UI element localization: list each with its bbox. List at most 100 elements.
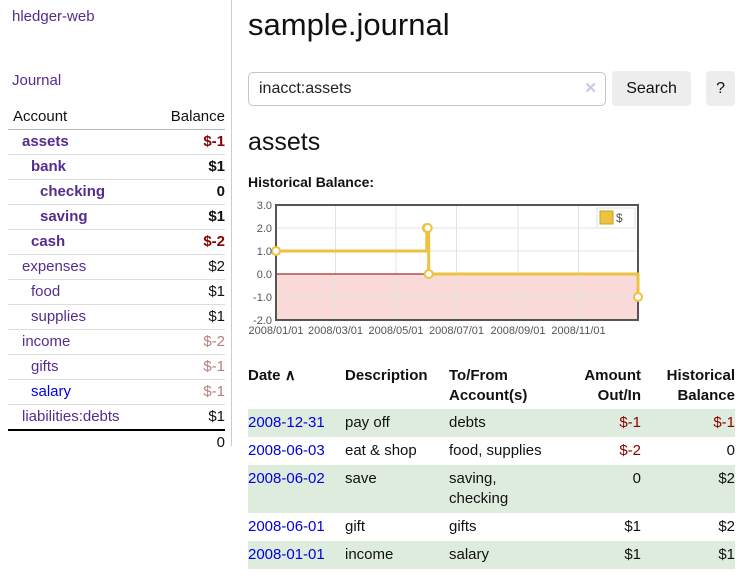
- description-cell: income: [345, 546, 394, 563]
- register-row: 2008-06-01 gift gifts $1 $2: [248, 513, 735, 541]
- account-column-header: Account: [8, 105, 155, 130]
- balance-cell: $-1: [713, 414, 735, 431]
- description-cell: gift: [345, 518, 366, 535]
- accounts-column-header: To/From Account(s): [449, 367, 528, 404]
- account-row: supplies $1: [8, 304, 225, 330]
- account-link[interactable]: gifts: [31, 358, 59, 375]
- sort-ascending-icon: ∧: [284, 367, 296, 384]
- account-link[interactable]: expenses: [22, 258, 87, 275]
- balance-cell: $2: [718, 470, 735, 487]
- balance-cell: $2: [718, 518, 735, 535]
- search-input[interactable]: [248, 71, 606, 106]
- register-row: 2008-01-01 income salary $1 $1: [248, 541, 735, 569]
- account-heading: assets: [248, 128, 321, 156]
- total-label-cell: [8, 429, 155, 455]
- account-cell: saving: [8, 204, 155, 230]
- accounts-cell: gifts: [449, 518, 477, 535]
- account-cell: gifts: [8, 354, 155, 380]
- legend-swatch: [599, 210, 614, 225]
- accounts-cell: salary: [449, 546, 490, 563]
- account-balance: $-1: [154, 379, 225, 405]
- amount-cell: $1: [624, 518, 641, 535]
- x-tick-label: 2008/09/01: [490, 325, 545, 337]
- date-cell: 2008-06-03: [248, 437, 345, 465]
- account-link[interactable]: saving: [40, 208, 88, 225]
- account-row: liabilities:debts $1: [8, 404, 225, 430]
- page-title: sample.journal: [248, 7, 450, 42]
- register-header-row: Date ∧ Description To/From Account(s) Am…: [248, 363, 735, 409]
- account-balance: $2: [154, 254, 225, 280]
- date-link[interactable]: 2008-01-01: [248, 546, 325, 563]
- date-link[interactable]: 2008-06-03: [248, 442, 325, 459]
- account-balance: $-2: [154, 229, 225, 255]
- account-link[interactable]: assets: [22, 133, 69, 150]
- app-title-link[interactable]: hledger-web: [12, 8, 95, 25]
- legend-label: $: [616, 211, 623, 225]
- data-point: [633, 292, 643, 302]
- amount-cell: $-1: [619, 414, 641, 431]
- account-row: bank $1: [8, 154, 225, 180]
- accounts-cell: debts: [449, 414, 486, 431]
- chart-label: Historical Balance:: [248, 174, 375, 190]
- chart-legend: $: [596, 207, 636, 229]
- balance-column-header: Balance: [154, 105, 225, 130]
- total-balance: 0: [154, 429, 225, 455]
- account-balance: 0: [154, 179, 225, 205]
- date-link[interactable]: 2008-06-01: [248, 518, 325, 535]
- account-row: salary $-1: [8, 379, 225, 405]
- account-cell: bank: [8, 154, 155, 180]
- account-link[interactable]: cash: [31, 233, 66, 250]
- x-tick-label: 2008/11/01: [551, 325, 605, 337]
- account-link[interactable]: salary: [31, 383, 72, 400]
- description-column-header: Description: [345, 367, 428, 384]
- search-button[interactable]: Search: [611, 71, 692, 106]
- account-balance: $-1: [154, 354, 225, 380]
- y-tick-label: 0.0: [257, 269, 272, 281]
- amount-cell: 0: [632, 470, 641, 487]
- data-point: [422, 223, 433, 233]
- account-row: gifts $-1: [8, 354, 225, 380]
- date-column-header[interactable]: Date ∧: [248, 363, 345, 409]
- account-balance: $1: [154, 154, 225, 180]
- date-cell: 2008-06-01: [248, 513, 345, 541]
- data-point: [271, 246, 281, 256]
- account-cell: assets: [8, 130, 154, 155]
- amount-cell: $1: [624, 546, 641, 563]
- account-cell: supplies: [8, 304, 155, 330]
- account-row: food $1: [8, 279, 225, 305]
- balance-column-header-register: Historical Balance: [666, 367, 735, 404]
- account-link[interactable]: checking: [40, 183, 106, 200]
- description-cell: eat & shop: [345, 442, 417, 459]
- sidebar: hledger-web Journal Account Balance asse…: [0, 0, 232, 455]
- register-table: Date ∧ Description To/From Account(s) Am…: [248, 363, 735, 569]
- y-tick-label: 2.0: [257, 223, 272, 235]
- date-cell: 2008-06-02: [248, 465, 345, 513]
- account-link[interactable]: liabilities:debts: [22, 408, 120, 425]
- account-cell: liabilities:debts: [8, 404, 155, 430]
- account-link[interactable]: income: [22, 333, 71, 350]
- search-form: ✕ Search ?: [248, 71, 735, 106]
- account-balance: $1: [154, 304, 225, 330]
- account-link[interactable]: food: [31, 283, 61, 300]
- y-tick-label: -1.0: [253, 292, 272, 304]
- clear-search-icon[interactable]: ✕: [584, 79, 597, 97]
- sidebar-item-journal[interactable]: Journal: [12, 72, 62, 89]
- description-cell: save: [345, 470, 377, 487]
- account-link[interactable]: bank: [31, 158, 67, 175]
- account-balance-table: Account Balance assets $-1 bank $1 checking 0…: [8, 105, 225, 455]
- x-tick-label: 2008/03/01: [308, 325, 363, 337]
- account-link[interactable]: supplies: [31, 308, 87, 325]
- amount-cell: $-2: [619, 442, 641, 459]
- account-cell: checking: [8, 179, 155, 205]
- help-button[interactable]: ?: [706, 71, 735, 106]
- x-tick-label: 2008/07/01: [429, 325, 484, 337]
- description-cell: pay off: [345, 414, 390, 431]
- accounts-cell: food, supplies: [449, 442, 542, 459]
- account-cell: cash: [8, 229, 155, 255]
- main-content: sample.journal ✕ Search ? assets Histori…: [248, 0, 735, 569]
- date-link[interactable]: 2008-12-31: [248, 414, 325, 431]
- date-link[interactable]: 2008-06-02: [248, 470, 325, 487]
- register-table-body: 2008-12-31 pay off debts $-1 $-1 2008-06-03 ea…: [248, 409, 735, 569]
- balance-cell: 0: [726, 442, 735, 459]
- y-tick-label: 3.0: [257, 200, 272, 212]
